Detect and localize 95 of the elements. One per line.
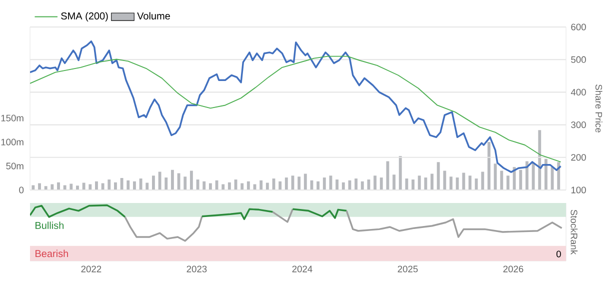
- x-tick-label: 2024: [292, 266, 312, 272]
- bar: [367, 179, 370, 190]
- bar: [488, 142, 490, 190]
- bar: [50, 184, 54, 190]
- bar: [152, 176, 155, 190]
- bar: [126, 180, 130, 190]
- x-tick-label: 2026: [503, 266, 524, 272]
- line-series: [30, 56, 562, 162]
- bar: [374, 176, 376, 190]
- bar: [298, 176, 301, 190]
- bar: [412, 179, 414, 190]
- bar: [57, 182, 60, 190]
- bar: [436, 162, 440, 190]
- bar: [386, 161, 390, 190]
- bar: [360, 181, 364, 190]
- bar: [101, 183, 104, 190]
- bar: [500, 170, 504, 190]
- bar: [208, 183, 212, 190]
- band-label: Bullish: [36, 222, 64, 229]
- legend-label: Volume: [137, 12, 170, 20]
- bar: [70, 184, 73, 190]
- line-series: [30, 40, 562, 173]
- y2-tick-label: 0: [19, 186, 24, 194]
- bar: [380, 178, 383, 190]
- x-tick-label: 2025: [398, 266, 418, 272]
- y2-tick-label: 150m: [1, 114, 24, 122]
- bar: [481, 172, 484, 190]
- y2-tick-label: 50m: [6, 162, 24, 170]
- bar: [88, 184, 92, 190]
- bar: [494, 164, 497, 190]
- bar: [139, 178, 142, 190]
- y-axis-title: StockRank: [570, 210, 578, 255]
- bar: [95, 181, 98, 190]
- bar: [120, 178, 124, 190]
- bar: [354, 178, 358, 190]
- bar: [222, 184, 225, 190]
- bar: [304, 174, 307, 190]
- x-tick-label: 2022: [81, 266, 102, 272]
- bar: [348, 180, 352, 190]
- bar: [538, 130, 542, 190]
- bar: [133, 181, 136, 190]
- bar: [278, 181, 282, 190]
- bar: [532, 163, 535, 190]
- bar: [246, 181, 250, 190]
- bar: [266, 182, 269, 190]
- bar: [398, 156, 402, 190]
- y-tick-label: 100: [571, 186, 586, 194]
- bar: [164, 178, 168, 190]
- bar: [550, 166, 554, 190]
- bar: [146, 182, 149, 190]
- bar: [443, 170, 446, 190]
- x-tick-label: 2023: [186, 266, 207, 272]
- bar: [430, 174, 434, 190]
- bar: [462, 172, 466, 190]
- bar: [405, 178, 408, 190]
- legend-label: SMA (200): [61, 12, 108, 22]
- bar: [170, 170, 174, 190]
- y-tick-label: 300: [571, 122, 586, 128]
- bar: [526, 161, 528, 190]
- y-tick-label: 400: [570, 88, 586, 96]
- bar: [114, 182, 117, 190]
- y2-tick-label: 100m: [1, 138, 24, 146]
- bar: [32, 185, 35, 190]
- bar: [468, 176, 472, 190]
- bar: [190, 170, 193, 190]
- band-label: Bearish: [36, 250, 68, 258]
- y-tick-label: 200: [571, 154, 586, 161]
- bar: [322, 178, 326, 190]
- bar: [506, 176, 510, 190]
- y-tick-label: 600: [571, 24, 586, 30]
- bar: [456, 178, 459, 190]
- bar: [544, 158, 548, 190]
- y-tick-label: 500: [571, 56, 586, 63]
- bar: [108, 179, 111, 190]
- bar: [316, 181, 320, 190]
- annotation: 0: [556, 250, 561, 258]
- bar: [158, 172, 162, 190]
- bar: [424, 178, 428, 190]
- bar: [284, 178, 288, 190]
- bar: [260, 180, 263, 190]
- bar: [202, 181, 206, 190]
- bar: [38, 183, 41, 190]
- bar: [63, 185, 66, 190]
- bar: [184, 176, 187, 190]
- bar: [450, 176, 452, 190]
- bar: [392, 174, 396, 190]
- bar: [228, 182, 231, 190]
- bar: [240, 183, 244, 190]
- bar: [474, 178, 478, 190]
- bar: [342, 182, 345, 190]
- y-axis-title: Share Price: [595, 84, 602, 132]
- bar: [418, 176, 421, 190]
- bar: [82, 182, 86, 190]
- bar: [519, 170, 522, 190]
- bar: [336, 179, 339, 190]
